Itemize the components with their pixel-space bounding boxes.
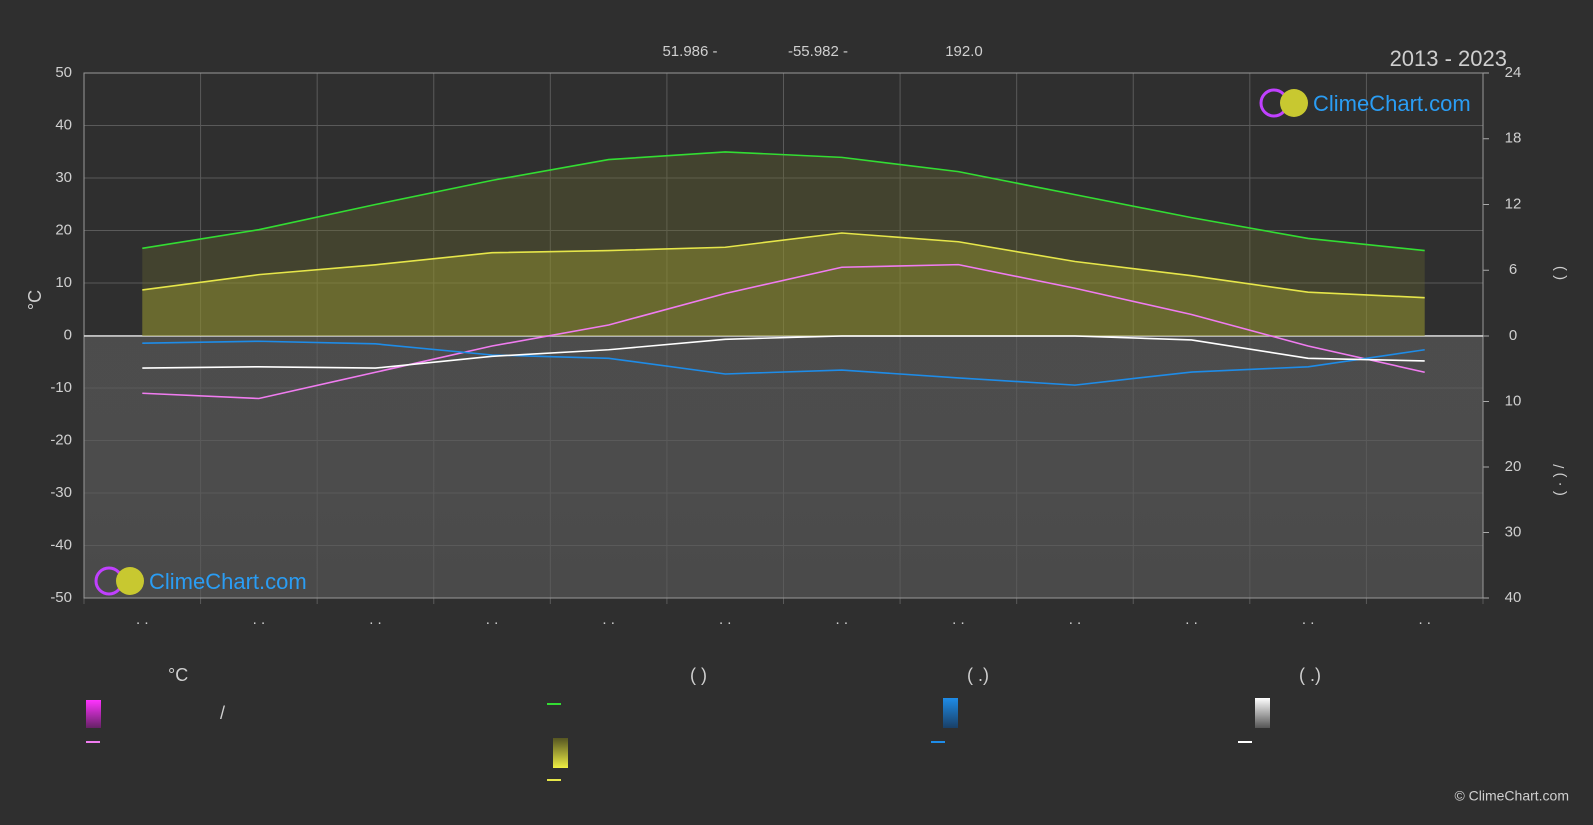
legend-header: ( .)	[1299, 665, 1321, 685]
y-tick-label: 10	[55, 274, 72, 291]
y3-tick-label: 30	[1505, 523, 1522, 540]
logo-sun	[116, 567, 144, 595]
y2-tick-label: 18	[1505, 130, 1522, 147]
latitude: 51.986 -	[662, 43, 717, 60]
x-tick-label: . .	[486, 611, 499, 628]
series-line	[142, 232, 1425, 299]
y2-axis-label: ( )	[1551, 266, 1568, 280]
y-tick-label: -30	[50, 484, 72, 501]
y3-axis-label: ( · ) /	[1551, 463, 1568, 495]
y-axis-label: °C	[25, 290, 45, 310]
brand-bottom: ClimeChart.com	[149, 569, 307, 594]
y-tick-label: -40	[50, 536, 72, 553]
x-tick-label: . .	[719, 611, 732, 628]
legend-swatch	[553, 738, 568, 768]
y2-tick-label: 0	[1509, 327, 1517, 344]
y3-tick-label: 40	[1505, 589, 1522, 606]
y3-tick-label: 10	[1505, 392, 1522, 409]
period: 2013 - 2023	[1390, 46, 1507, 71]
y2-tick-label: 12	[1505, 195, 1522, 212]
series-area	[142, 232, 1425, 336]
logo-sun	[1280, 89, 1308, 117]
x-tick-label: . .	[1302, 611, 1315, 628]
brand-top: ClimeChart.com	[1313, 91, 1471, 116]
x-tick-label: . .	[1185, 611, 1198, 628]
legend-swatch	[1255, 698, 1270, 728]
x-tick-label: . .	[952, 611, 965, 628]
y-tick-label: 30	[55, 169, 72, 186]
y2-tick-label: 6	[1509, 261, 1517, 278]
legend-swatch	[943, 698, 958, 728]
x-tick-label: . .	[369, 611, 382, 628]
x-tick-label: . .	[1418, 611, 1431, 628]
y-tick-label: -50	[50, 589, 72, 606]
legend-note: /	[220, 703, 225, 723]
series-line	[142, 151, 1425, 252]
legend-header: ( .)	[967, 665, 989, 685]
longitude: -55.982 -	[788, 43, 848, 60]
legend-header: ( )	[690, 665, 707, 685]
elevation: 192.0	[945, 43, 983, 60]
legend-header: °C	[168, 665, 188, 685]
legend-swatch	[86, 700, 101, 728]
x-tick-label: . .	[253, 611, 266, 628]
x-tick-label: . .	[136, 611, 149, 628]
series-line	[142, 335, 1425, 369]
y-tick-label: 50	[55, 64, 72, 81]
y-tick-label: 40	[55, 116, 72, 133]
x-tick-label: . .	[602, 611, 615, 628]
series-area	[142, 151, 1425, 336]
y-tick-label: -10	[50, 379, 72, 396]
x-tick-label: . .	[836, 611, 849, 628]
y2-tick-label: 24	[1505, 64, 1522, 81]
series-line	[142, 263, 1425, 400]
y3-tick-label: 20	[1505, 458, 1522, 475]
y-tick-label: 20	[55, 221, 72, 238]
y-tick-label: 0	[64, 326, 72, 343]
x-tick-label: . .	[1069, 611, 1082, 628]
copyright: © ClimeChart.com	[1454, 788, 1569, 804]
y-tick-label: -20	[50, 431, 72, 448]
series-line	[142, 340, 1425, 386]
